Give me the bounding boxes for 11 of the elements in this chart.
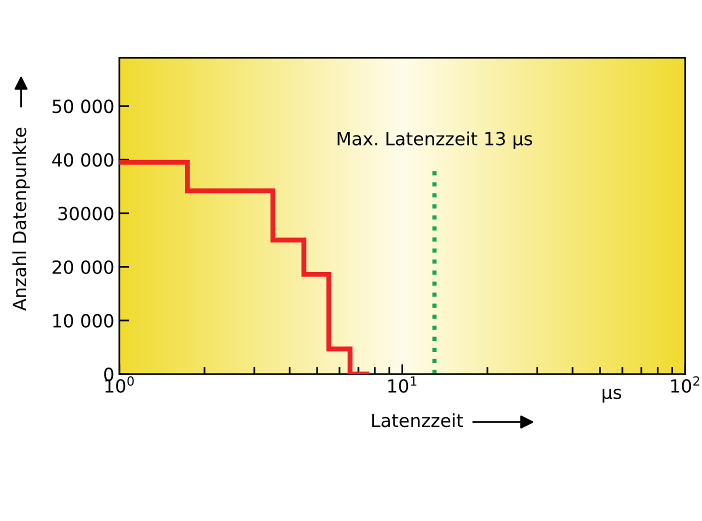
x-axis-title: Latenzzeit <box>372 413 463 428</box>
x-tick-label: 10$^{2}$ <box>671 376 700 393</box>
y-tick-label: 30000 <box>58 206 114 220</box>
ref-line-label: Max. Latenzzeit 13 µs <box>338 131 532 149</box>
y-axis-title: Anzahl Datenpunkte <box>12 128 30 311</box>
text: µs <box>602 388 622 403</box>
x-tick-label: 10$^{1}$ <box>388 376 416 393</box>
y-tick-label: 20 000 <box>52 260 114 274</box>
y-tick-label: 40 000 <box>52 153 114 167</box>
y-tick-label: 50 000 <box>52 100 114 114</box>
y-tick-label: 10 000 <box>53 314 114 328</box>
